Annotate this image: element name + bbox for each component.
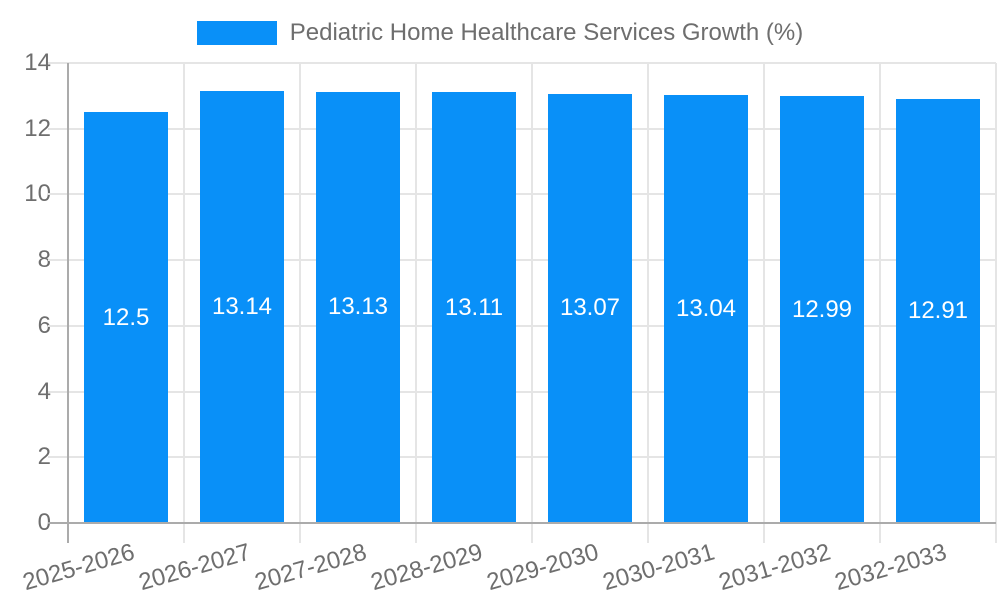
y-tick-label: 4 <box>37 377 51 405</box>
y-tick-label: 10 <box>24 180 51 208</box>
bar[interactable] <box>780 96 864 523</box>
x-gridline <box>183 63 185 543</box>
bar[interactable] <box>664 94 748 523</box>
x-gridline <box>299 63 301 543</box>
y-tick-label: 0 <box>37 509 51 536</box>
bar-value-label: 13.04 <box>675 294 737 322</box>
y-tick-label: 14 <box>24 49 51 76</box>
y-gridline <box>48 390 996 393</box>
y-gridline <box>48 127 996 130</box>
bar[interactable] <box>200 91 284 523</box>
y-tick-label: 12 <box>24 114 51 142</box>
x-axis-baseline <box>48 522 996 524</box>
y-axis-line <box>67 63 69 543</box>
legend-label: Pediatric Home Healthcare Services Growt… <box>289 19 804 46</box>
legend-swatch <box>196 21 277 45</box>
y-gridline <box>48 324 996 327</box>
y-gridline <box>48 62 996 64</box>
y-gridline <box>48 456 996 459</box>
bar[interactable] <box>316 91 400 523</box>
bar-value-label: 13.14 <box>211 293 273 321</box>
bar-value-label: 13.11 <box>444 293 504 321</box>
bar-value-label: 12.91 <box>907 296 969 324</box>
y-gridline <box>48 259 996 262</box>
y-tick-label: 8 <box>37 246 51 274</box>
y-tick-label: 2 <box>37 443 51 471</box>
legend-item[interactable]: Pediatric Home Healthcare Services Growt… <box>0 20 1000 46</box>
x-gridline <box>415 63 417 543</box>
bar[interactable] <box>548 93 632 523</box>
bar-value-label: 12.5 <box>102 303 150 331</box>
bar-value-label: 12.99 <box>791 295 853 323</box>
bar[interactable] <box>896 98 980 523</box>
x-gridline <box>647 63 649 543</box>
x-gridline <box>531 63 533 543</box>
bar[interactable] <box>84 112 168 523</box>
x-gridline <box>879 63 881 543</box>
x-gridline <box>763 63 765 543</box>
bar[interactable] <box>432 92 516 523</box>
x-gridline <box>995 63 997 543</box>
y-tick-label: 6 <box>37 311 51 339</box>
bar-value-label: 13.07 <box>559 294 621 322</box>
bar-value-label: 13.13 <box>327 293 389 321</box>
y-gridline <box>48 193 996 196</box>
